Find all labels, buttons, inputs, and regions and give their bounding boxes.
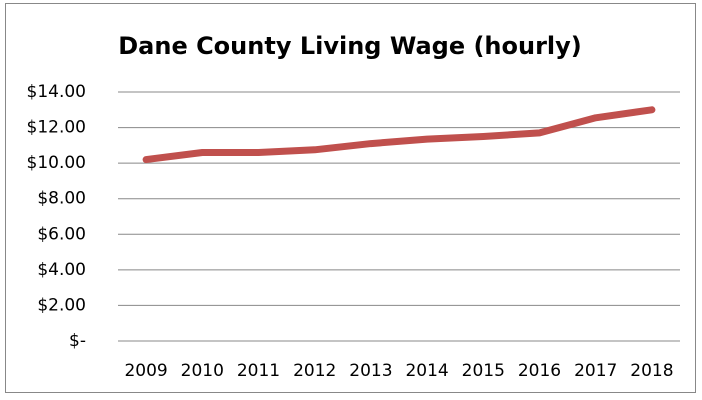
y-tick-label: $6.00 bbox=[37, 224, 86, 244]
chart-title: Dane County Living Wage (hourly) bbox=[118, 32, 582, 60]
x-tick-label: 2016 bbox=[518, 361, 561, 381]
x-tick-label: 2013 bbox=[349, 361, 392, 381]
x-tick-label: 2014 bbox=[405, 361, 448, 381]
y-tick-label: $12.00 bbox=[27, 118, 86, 138]
data-line bbox=[142, 106, 656, 164]
x-tick-label: 2017 bbox=[574, 361, 617, 381]
x-tick-label: 2010 bbox=[181, 361, 224, 381]
y-tick-label: $10.00 bbox=[27, 153, 86, 173]
y-tick-label: $4.00 bbox=[37, 260, 86, 280]
chart-frame bbox=[5, 3, 696, 393]
y-tick-label: $2.00 bbox=[37, 295, 86, 315]
y-tick-label: $8.00 bbox=[37, 189, 86, 209]
y-tick-label: $- bbox=[69, 331, 86, 351]
y-tick-label: $14.00 bbox=[27, 82, 86, 102]
x-tick-label: 2012 bbox=[293, 361, 336, 381]
x-tick-label: 2015 bbox=[462, 361, 505, 381]
x-tick-label: 2018 bbox=[630, 361, 673, 381]
x-tick-label: 2009 bbox=[124, 361, 167, 381]
x-tick-label: 2011 bbox=[237, 361, 280, 381]
